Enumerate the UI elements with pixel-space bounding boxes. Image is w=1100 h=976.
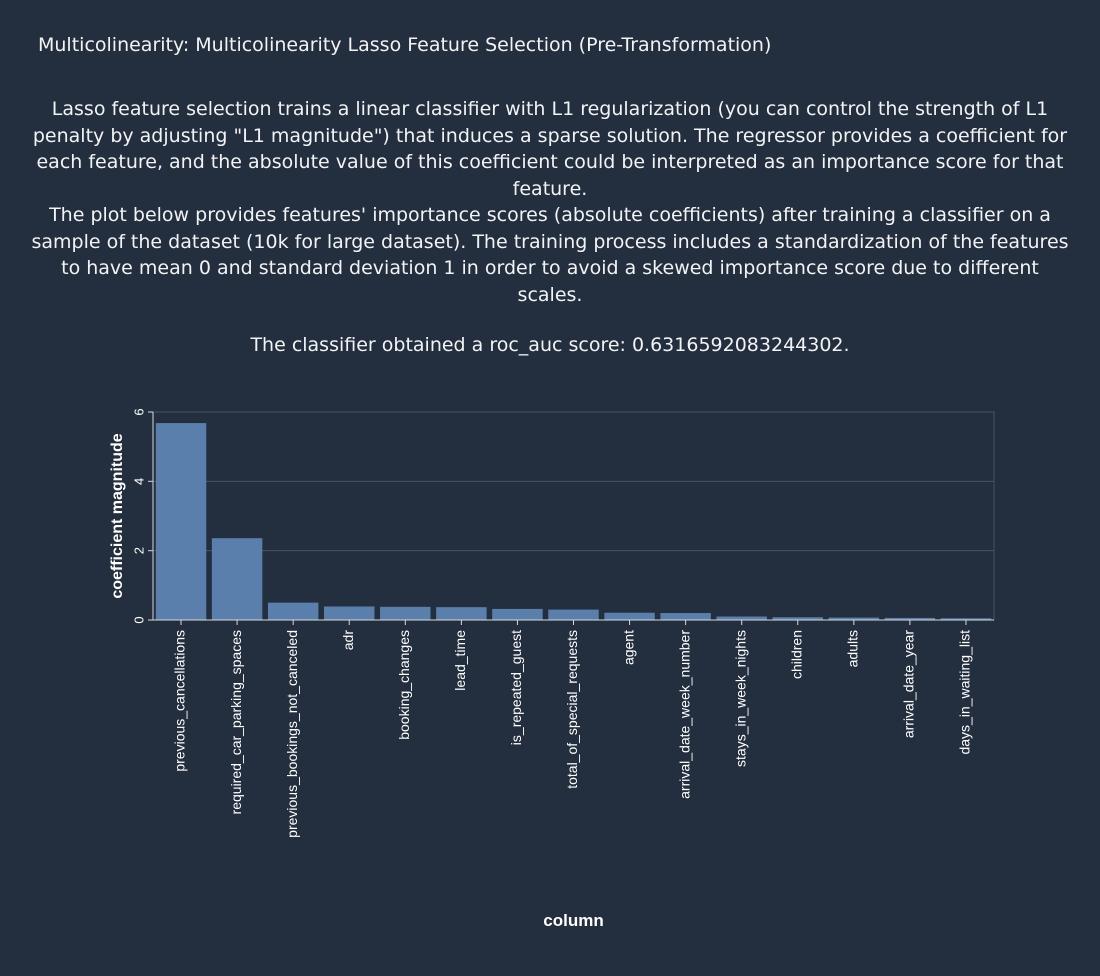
- bar: [884, 617, 936, 620]
- y-tick-label: 4: [131, 478, 146, 485]
- bar: [660, 613, 711, 620]
- x-tick-label: previous_bookings_not_canceled: [284, 630, 300, 838]
- x-tick-label: adults: [845, 630, 861, 667]
- bar: [267, 602, 319, 620]
- y-tick-label: 6: [131, 408, 146, 415]
- x-tick-label: is_repeated_guest: [508, 630, 524, 745]
- roc-auc-score-text: The classifier obtained a roc_auc score:…: [250, 334, 850, 356]
- bar: [324, 606, 375, 620]
- description-paragraph: The plot below provides features' import…: [31, 204, 1069, 306]
- y-tick-label: 2: [131, 547, 146, 554]
- x-tick-label: adr: [340, 630, 356, 651]
- description-paragraph: Lasso feature selection trains a linear …: [32, 98, 1068, 200]
- bar: [940, 618, 992, 620]
- bars: [155, 423, 992, 620]
- bar: [772, 617, 823, 620]
- x-tick-label: lead_time: [452, 630, 468, 691]
- x-tick-label: required_car_parking_spaces: [228, 630, 244, 814]
- bar: [492, 608, 543, 620]
- x-axis-title: column: [543, 911, 603, 930]
- bar: [211, 538, 263, 620]
- x-tick-label: arrival_date_year: [901, 630, 917, 739]
- x-tick-label: total_of_special_requests: [564, 630, 580, 789]
- bar: [380, 606, 431, 620]
- x-tick-label: booking_changes: [396, 630, 412, 740]
- bar: [155, 423, 207, 620]
- x-tick-label: stays_in_week_nights: [732, 630, 748, 767]
- plot-frame: [152, 411, 995, 621]
- bar: [436, 607, 487, 620]
- bar: [548, 609, 599, 620]
- y-axis-title: coefficient magnitude: [109, 433, 126, 598]
- bar: [716, 616, 767, 620]
- panel-title: Multicolinearity: Multicolinearity Lasso…: [38, 34, 772, 56]
- bar: [828, 617, 880, 620]
- description: Lasso feature selection trains a linear …: [30, 96, 1070, 308]
- x-tick-label: children: [788, 630, 804, 679]
- lasso-bar-chart: 0 2 4 6 previous_cancellations required_car_…: [109, 408, 995, 930]
- grid-lines: [152, 411, 995, 621]
- x-tick-label: arrival_date_week_number: [676, 630, 692, 799]
- x-tick-label: agent: [620, 630, 636, 665]
- bar: [604, 612, 655, 620]
- x-tick-label: previous_cancellations: [172, 630, 188, 772]
- y-tick-label: 0: [131, 616, 146, 623]
- x-axis: previous_cancellations required_car_parki…: [153, 619, 994, 838]
- y-axis: 0 2 4 6: [131, 408, 154, 624]
- x-tick-label: days_in_waiting_list: [957, 630, 973, 755]
